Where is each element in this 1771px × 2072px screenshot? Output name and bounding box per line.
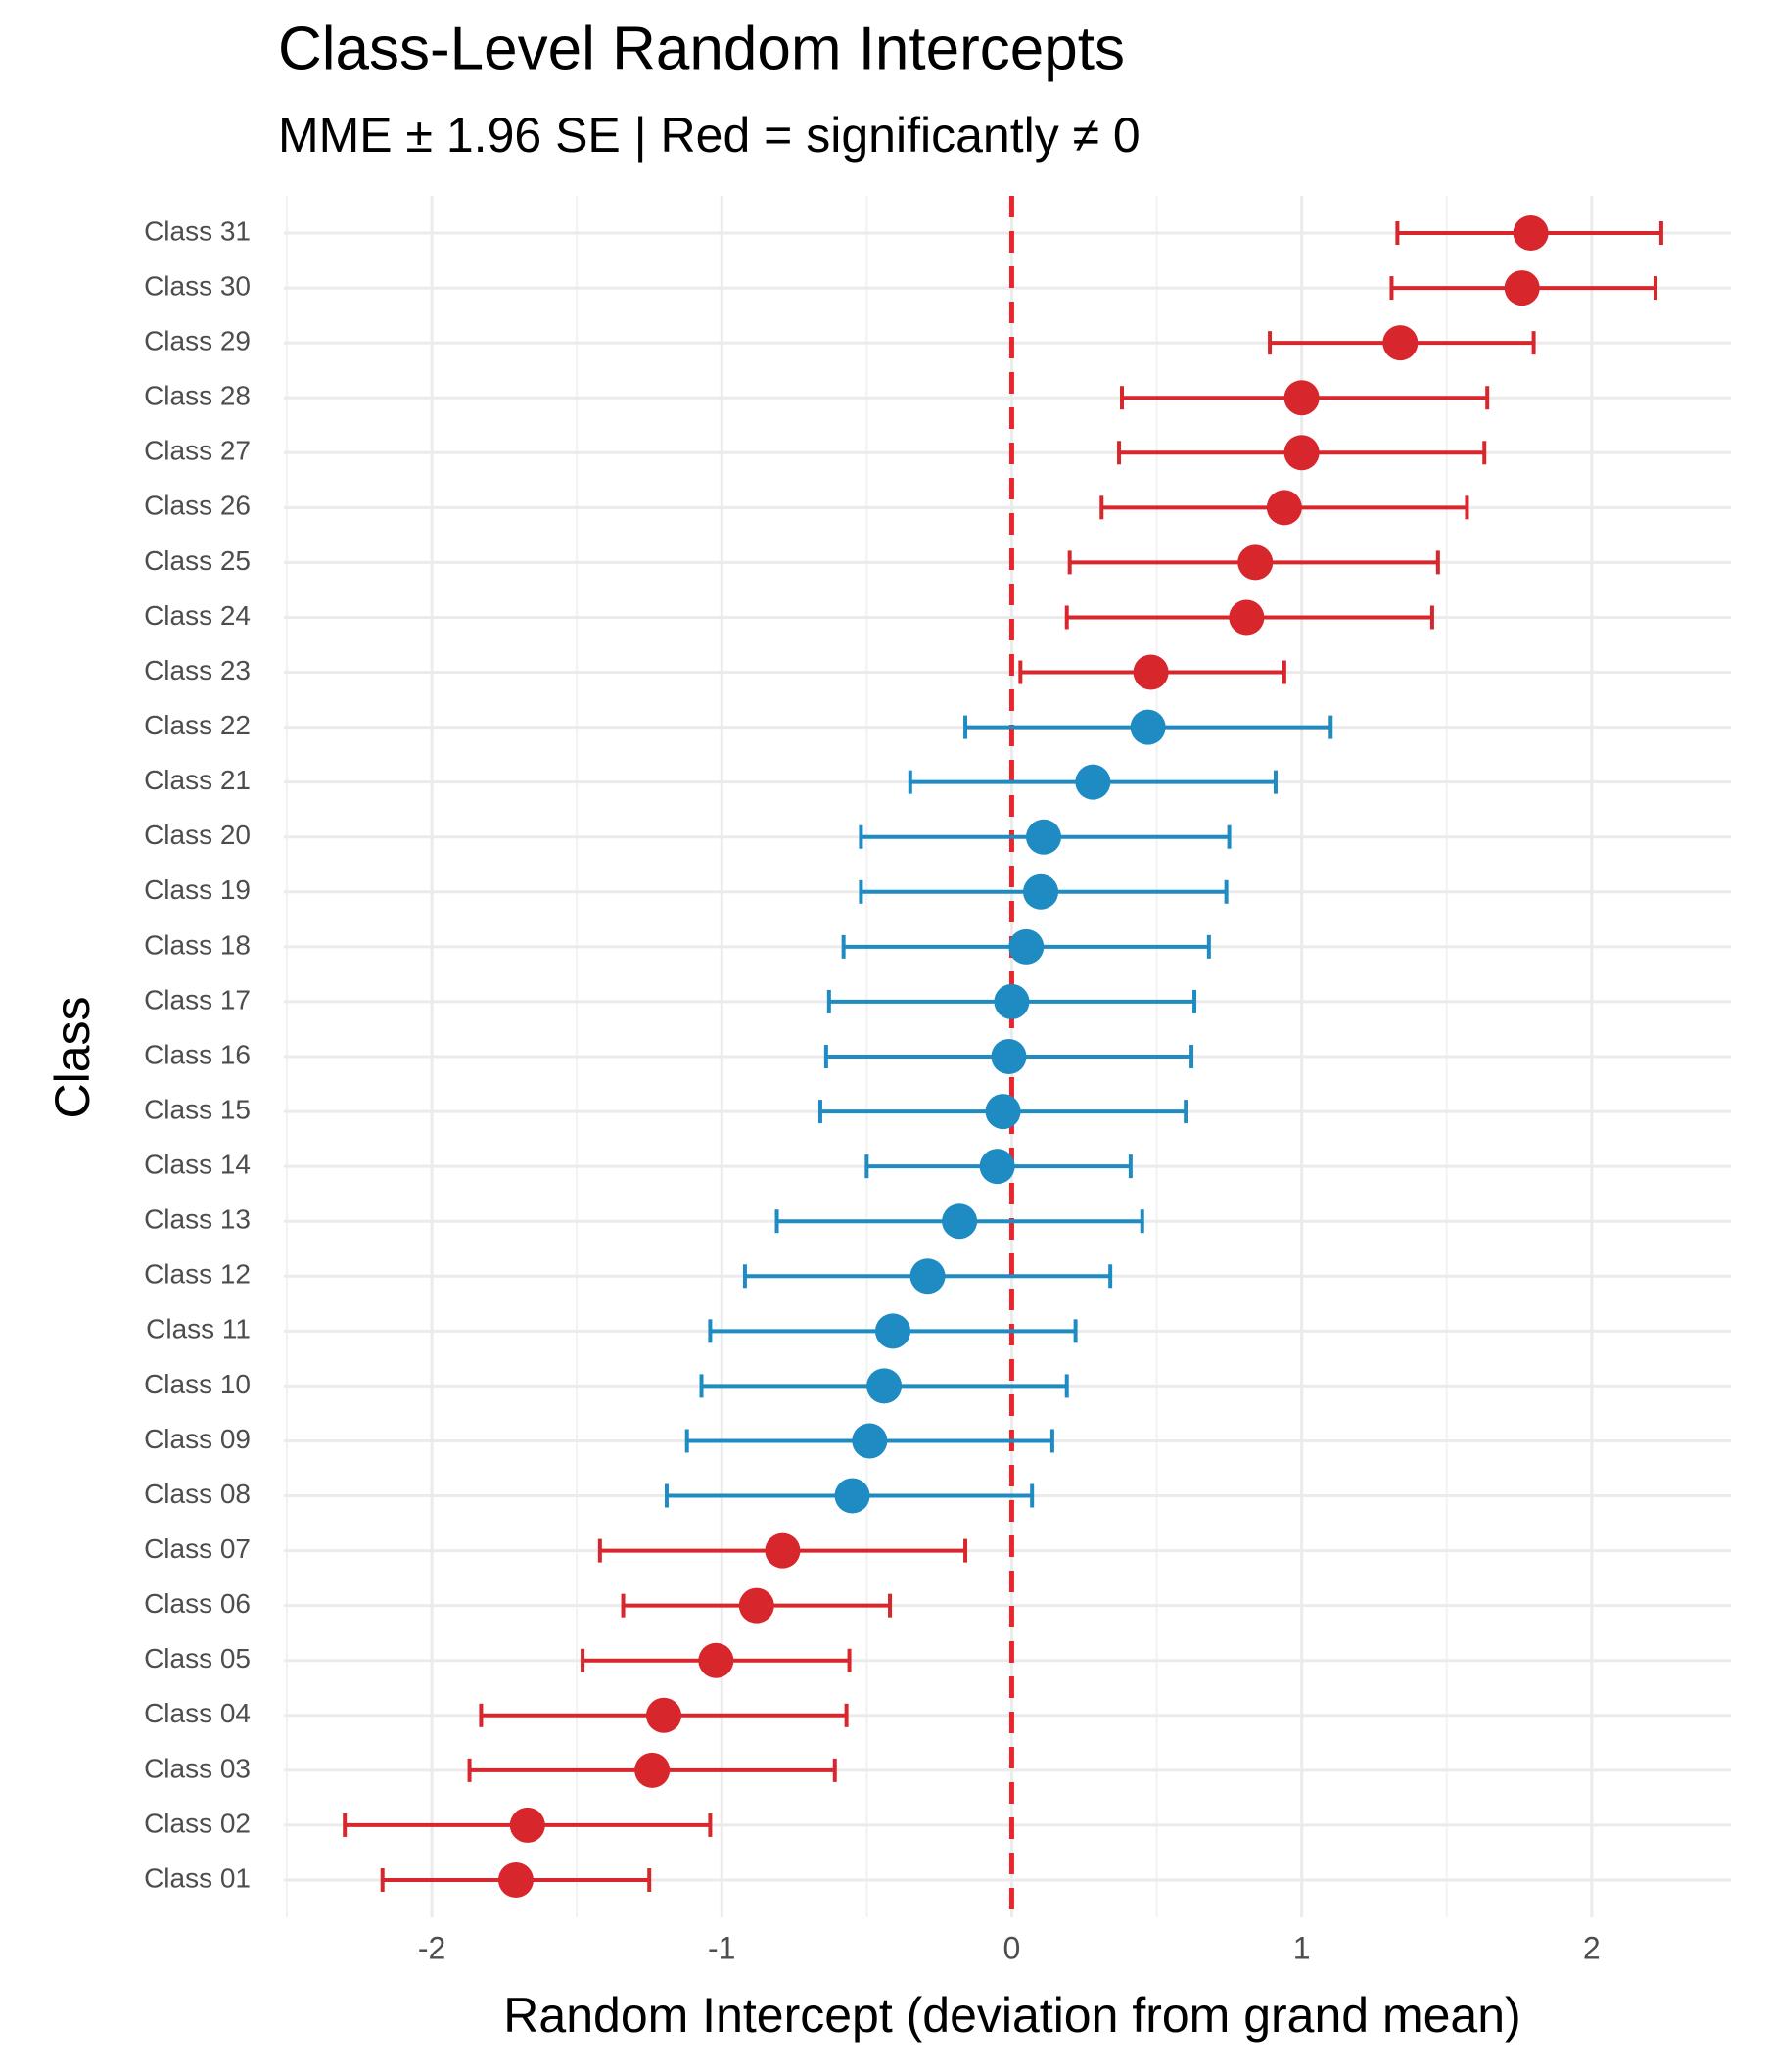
point [1283, 380, 1320, 416]
y-tick-label: Class 20 [144, 820, 251, 850]
y-tick-label: Class 28 [144, 381, 251, 411]
chart-subtitle: MME ± 1.96 SE | Red = significantly ≠ 0 [278, 108, 1141, 163]
x-tick-label: 1 [1293, 1930, 1311, 1965]
point [646, 1697, 682, 1733]
y-tick-label: Class 06 [144, 1588, 251, 1619]
y-tick-label: Class 18 [144, 929, 251, 960]
y-tick-label: Class 12 [144, 1259, 251, 1290]
point [1026, 819, 1062, 855]
y-tick-label: Class 27 [144, 436, 251, 466]
y-tick-label: Class 26 [144, 491, 251, 521]
y-tick-label: Class 17 [144, 984, 251, 1014]
y-tick-label: Class 24 [144, 600, 251, 631]
point [942, 1203, 978, 1240]
point [909, 1258, 946, 1295]
y-tick-label: Class 05 [144, 1643, 251, 1673]
point [1504, 270, 1540, 306]
y-tick-label: Class 30 [144, 270, 251, 301]
point [1513, 215, 1549, 251]
y-tick-label: Class 10 [144, 1369, 251, 1399]
x-tick-label: 0 [1003, 1930, 1021, 1965]
y-tick-label: Class 31 [144, 215, 251, 246]
y-tick-label: Class 21 [144, 765, 251, 795]
y-tick-label: Class 15 [144, 1094, 251, 1124]
point [1008, 928, 1045, 965]
x-tick-label: -2 [418, 1930, 445, 1965]
y-tick-label: Class 11 [146, 1314, 251, 1344]
y-tick-label: Class 29 [144, 326, 251, 356]
y-tick-label: Class 09 [144, 1424, 251, 1454]
point [497, 1862, 534, 1898]
y-tick-label: Class 04 [144, 1698, 251, 1728]
point [765, 1532, 801, 1569]
point [1023, 873, 1059, 910]
y-tick-label: Class 02 [144, 1808, 251, 1838]
point [994, 983, 1030, 1019]
point [1382, 325, 1419, 361]
x-tick-label: -1 [708, 1930, 735, 1965]
point [1237, 544, 1274, 581]
y-tick-label: Class 08 [144, 1479, 251, 1509]
point [991, 1039, 1027, 1074]
point [834, 1478, 870, 1514]
y-tick-label: Class 03 [144, 1753, 251, 1783]
y-tick-label: Class 23 [144, 655, 251, 685]
y-axis-label: Class [45, 996, 100, 1118]
y-tick-label: Class 07 [144, 1533, 251, 1564]
point [738, 1587, 774, 1624]
y-tick-label: Class 14 [144, 1150, 251, 1180]
point [1229, 599, 1265, 636]
x-tick-label: 2 [1583, 1930, 1601, 1965]
point [1266, 490, 1302, 526]
point [866, 1368, 903, 1404]
point [1130, 709, 1166, 745]
x-axis-label: Random Intercept (deviation from grand m… [503, 1988, 1520, 2043]
y-tick-label: Class 19 [144, 874, 251, 905]
point [698, 1642, 734, 1678]
point [875, 1313, 911, 1349]
point [1133, 654, 1169, 690]
y-tick-label: Class 22 [144, 710, 251, 740]
point [634, 1752, 671, 1788]
point [509, 1807, 545, 1843]
chart-title: Class-Level Random Intercepts [278, 15, 1125, 82]
y-tick-label: Class 25 [144, 545, 251, 576]
y-tick-label: Class 13 [144, 1204, 251, 1235]
point [1075, 764, 1111, 800]
y-tick-label: Class 01 [144, 1862, 251, 1893]
point [852, 1423, 888, 1459]
point [1283, 435, 1320, 471]
point [985, 1094, 1021, 1130]
point [979, 1149, 1015, 1185]
y-tick-label: Class 16 [144, 1039, 251, 1069]
